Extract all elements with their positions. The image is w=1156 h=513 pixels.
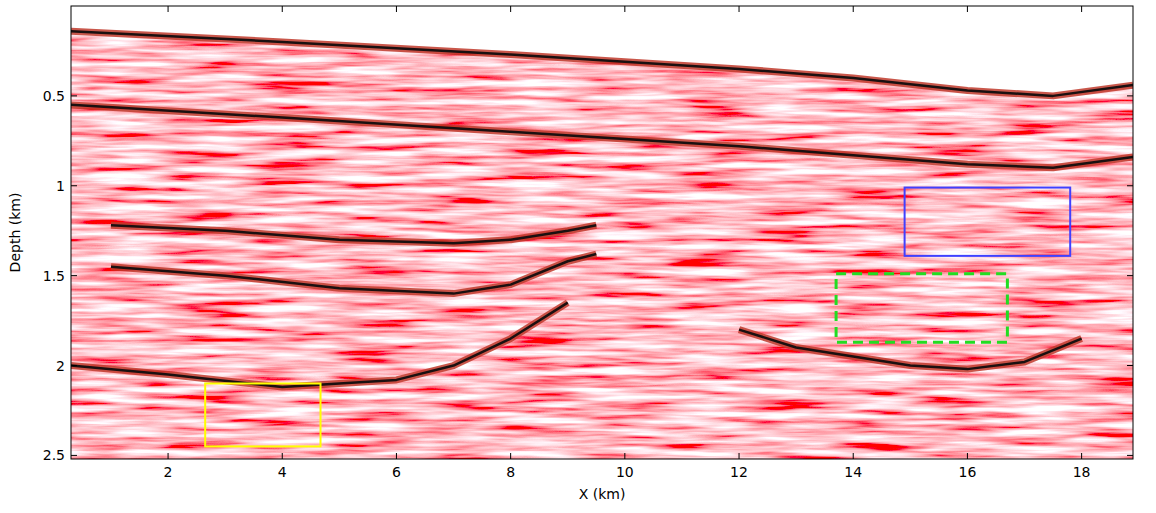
x-tick-label: 18 xyxy=(1073,464,1091,480)
x-tick xyxy=(624,453,625,459)
y-tick xyxy=(71,95,77,96)
y-tick xyxy=(71,455,77,456)
horizon-halo xyxy=(71,303,568,387)
x-tick-top xyxy=(967,6,968,12)
plot-area xyxy=(71,6,1133,459)
water-column xyxy=(71,6,1133,96)
y-tick-right xyxy=(1127,185,1133,186)
x-tick-label: 12 xyxy=(730,464,748,480)
annotation-box xyxy=(205,384,320,447)
x-tick-top xyxy=(853,6,854,12)
y-tick-label: 1.5 xyxy=(43,268,65,284)
y-tick-label: 0.5 xyxy=(43,88,65,104)
y-tick-right xyxy=(1127,275,1133,276)
horizon-halo xyxy=(71,31,1133,96)
x-tick-top xyxy=(1081,6,1082,12)
horizon xyxy=(71,303,568,387)
x-tick-label: 8 xyxy=(506,464,515,480)
x-tick xyxy=(967,453,968,459)
x-tick-top xyxy=(168,6,169,12)
horizon xyxy=(111,225,596,243)
x-tick-top xyxy=(739,6,740,12)
x-tick xyxy=(282,453,283,459)
y-tick xyxy=(71,185,77,186)
x-tick-top xyxy=(510,6,511,12)
x-tick-label: 14 xyxy=(844,464,862,480)
y-tick-label: 2.5 xyxy=(43,447,65,463)
x-tick-label: 16 xyxy=(959,464,977,480)
x-tick-label: 4 xyxy=(278,464,287,480)
x-tick-label: 10 xyxy=(616,464,634,480)
x-tick xyxy=(510,453,511,459)
horizon-halo xyxy=(71,105,1133,168)
annotation-box xyxy=(905,188,1071,256)
x-tick-top xyxy=(396,6,397,12)
horizon xyxy=(111,254,596,294)
horizon-halo xyxy=(739,330,1082,370)
horizon-halo xyxy=(111,225,596,243)
x-tick-top xyxy=(624,6,625,12)
x-tick-top xyxy=(282,6,283,12)
y-tick-right xyxy=(1127,95,1133,96)
y-tick-label: 2 xyxy=(56,358,65,374)
y-tick xyxy=(71,275,77,276)
x-tick xyxy=(853,453,854,459)
annotation-box xyxy=(836,274,1007,342)
horizon xyxy=(739,330,1082,370)
y-tick-right xyxy=(1127,455,1133,456)
x-tick-label: 2 xyxy=(164,464,173,480)
x-tick-label: 6 xyxy=(392,464,401,480)
y-tick-label: 1 xyxy=(56,178,65,194)
x-tick xyxy=(168,453,169,459)
horizon xyxy=(71,105,1133,168)
horizon-halo xyxy=(111,254,596,294)
x-axis-title: X (km) xyxy=(579,486,626,502)
horizon xyxy=(71,31,1133,96)
x-tick xyxy=(1081,453,1082,459)
x-tick xyxy=(739,453,740,459)
y-tick xyxy=(71,365,77,366)
x-tick xyxy=(396,453,397,459)
y-axis-title: Depth (km) xyxy=(7,193,23,273)
y-tick-right xyxy=(1127,365,1133,366)
frame xyxy=(71,6,1133,459)
chart: 2 4 6 8 10 12 14 16 18 0.5 1 1.5 2 2.5 X (km) Depth (km… xyxy=(0,0,1156,513)
